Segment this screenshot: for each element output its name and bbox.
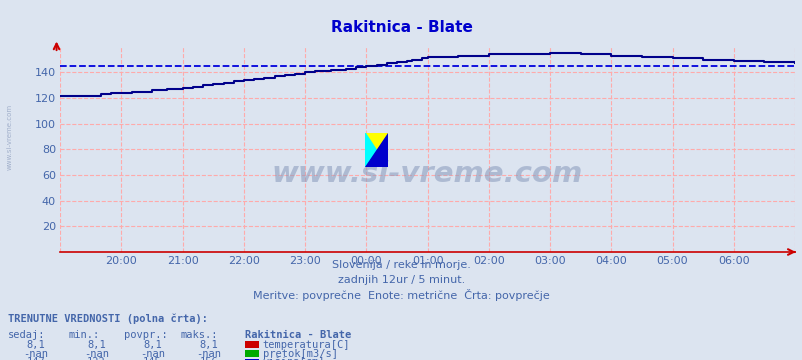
- Text: temperatura[C]: temperatura[C]: [262, 340, 350, 350]
- Text: Rakitnica - Blate: Rakitnica - Blate: [330, 20, 472, 35]
- Polygon shape: [365, 133, 387, 167]
- Text: sedaj:: sedaj:: [8, 330, 46, 340]
- Text: 147: 147: [26, 357, 46, 360]
- Text: zadnjih 12ur / 5 minut.: zadnjih 12ur / 5 minut.: [338, 275, 464, 285]
- Text: povpr.:: povpr.:: [124, 330, 168, 340]
- Text: Meritve: povprečne  Enote: metrične  Črta: povprečje: Meritve: povprečne Enote: metrične Črta:…: [253, 289, 549, 301]
- Text: www.si-vreme.com: www.si-vreme.com: [272, 160, 582, 188]
- Text: -nan: -nan: [83, 348, 109, 359]
- Polygon shape: [365, 133, 387, 167]
- Text: -nan: -nan: [196, 348, 221, 359]
- Text: www.si-vreme.com: www.si-vreme.com: [6, 104, 12, 170]
- Polygon shape: [365, 133, 387, 167]
- Text: -nan: -nan: [23, 348, 49, 359]
- Text: 122: 122: [87, 357, 106, 360]
- Text: 8,1: 8,1: [199, 340, 218, 350]
- Text: 8,1: 8,1: [143, 340, 162, 350]
- Text: -nan: -nan: [140, 348, 165, 359]
- Text: 8,1: 8,1: [26, 340, 46, 350]
- Text: 8,1: 8,1: [87, 340, 106, 350]
- Text: TRENUTNE VREDNOSTI (polna črta):: TRENUTNE VREDNOSTI (polna črta):: [8, 313, 208, 324]
- Text: Rakitnica - Blate: Rakitnica - Blate: [245, 330, 350, 340]
- Text: min.:: min.:: [68, 330, 99, 340]
- Text: Slovenija / reke in morje.: Slovenija / reke in morje.: [332, 260, 470, 270]
- Text: višina[cm]: višina[cm]: [262, 357, 325, 360]
- Text: 156: 156: [199, 357, 218, 360]
- Text: 145: 145: [143, 357, 162, 360]
- Text: maks.:: maks.:: [180, 330, 218, 340]
- Text: pretok[m3/s]: pretok[m3/s]: [262, 348, 337, 359]
